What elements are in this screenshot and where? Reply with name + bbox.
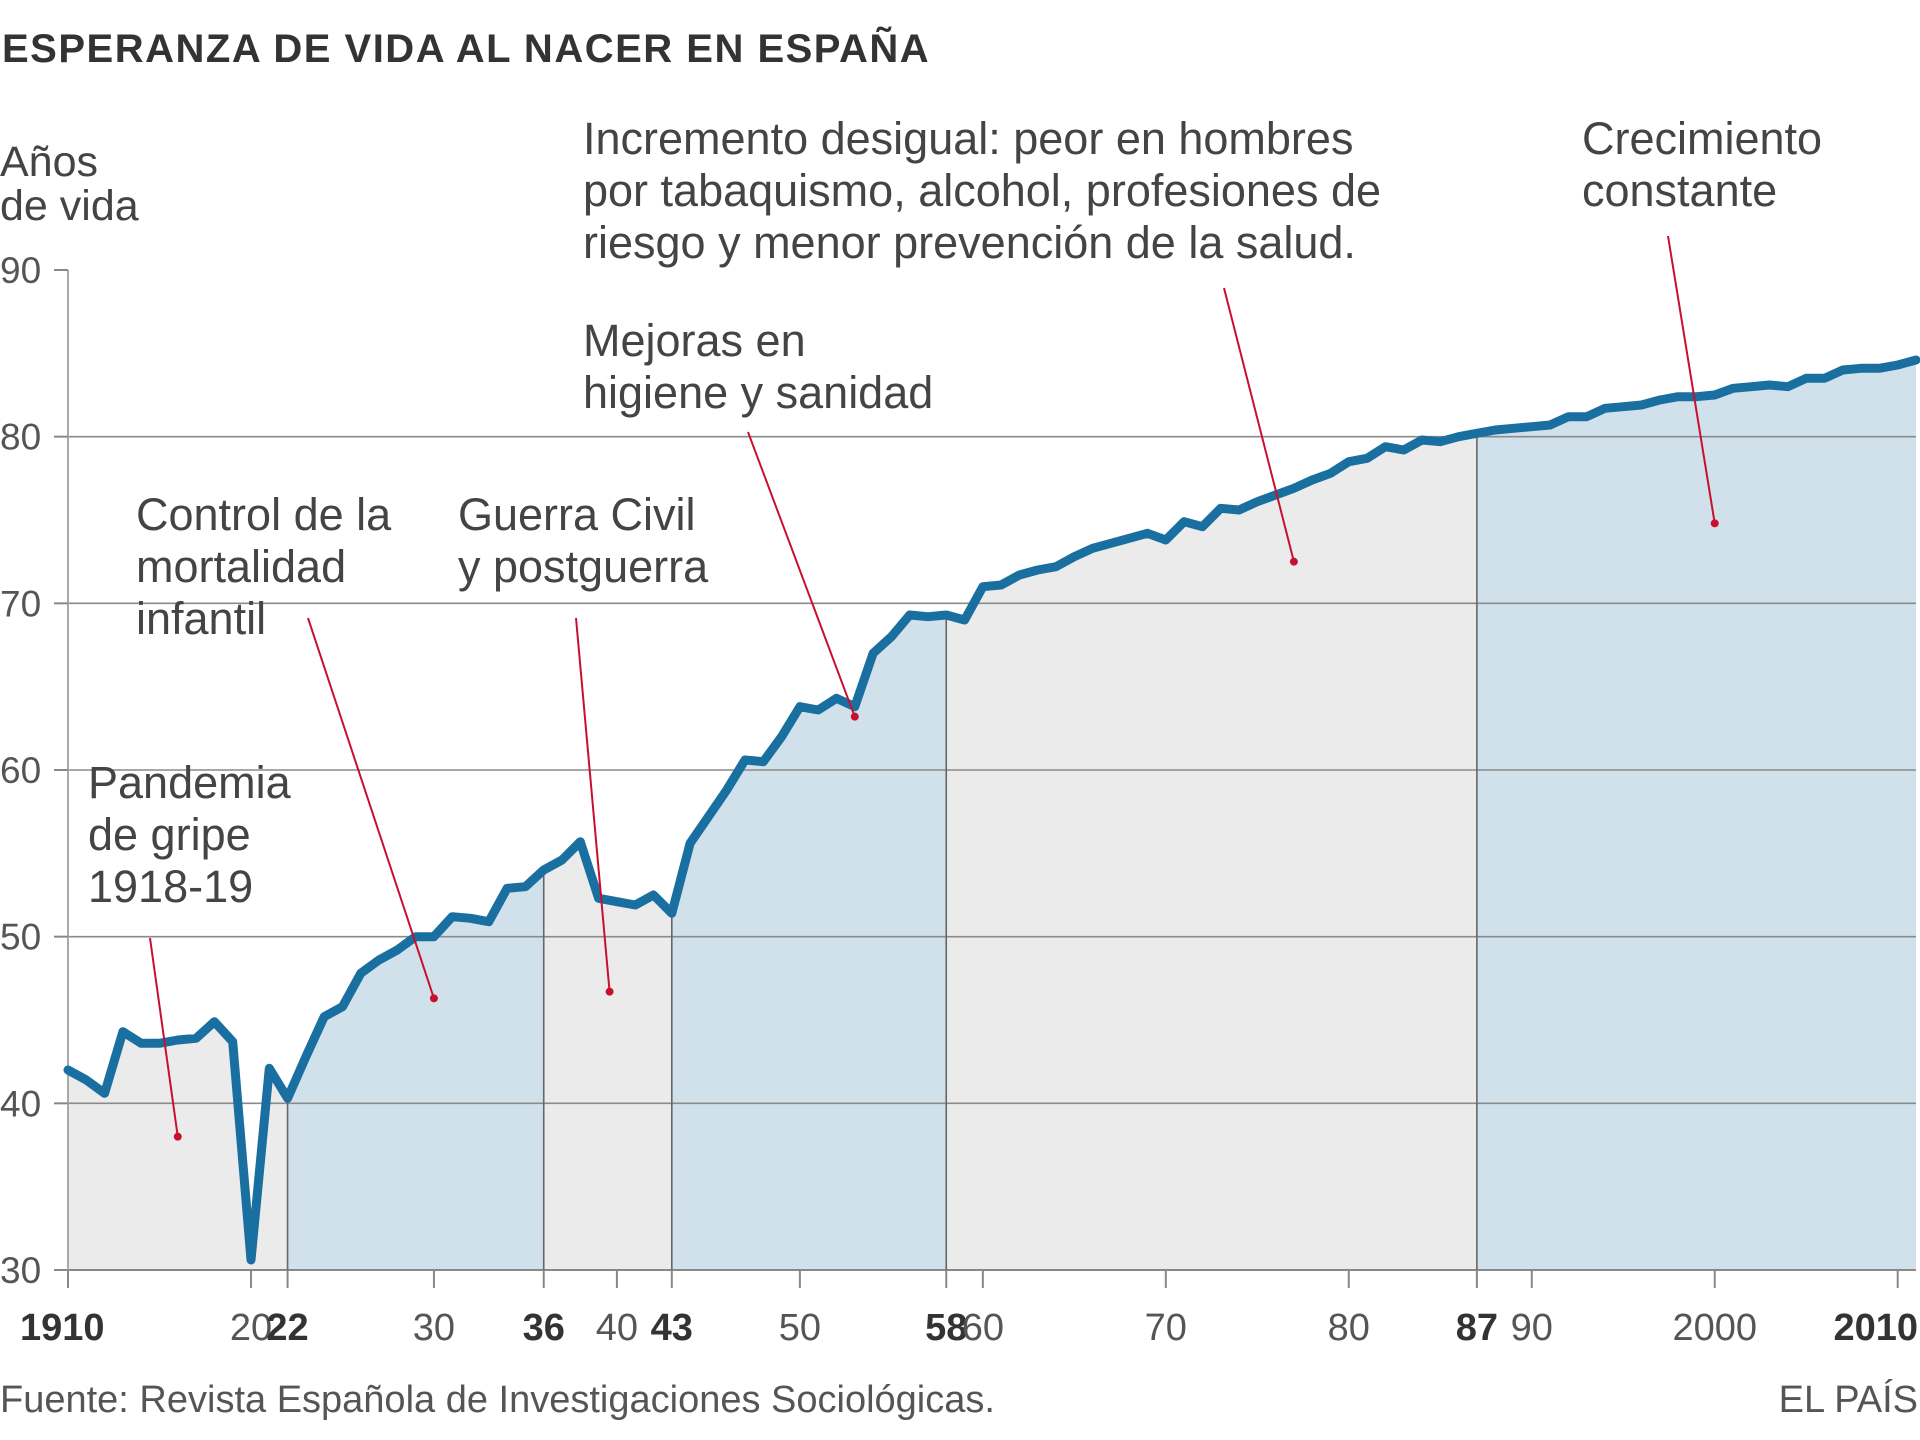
y-axis-label-line-1: Años — [0, 138, 98, 186]
annotation-0-pointer — [149, 937, 179, 1137]
period-bands — [68, 360, 1916, 1270]
y-tick-label-40: 40 — [0, 1083, 41, 1124]
annotation-3-dot — [850, 712, 859, 721]
chart-title: ESPERANZA DE VIDA AL NACER EN ESPAÑA — [2, 25, 930, 71]
annotation-0-line-1: de gripe — [88, 809, 251, 860]
source-note: Fuente: Revista Española de Investigacio… — [0, 1379, 995, 1421]
x-tick-label-1940: 40 — [596, 1307, 638, 1349]
annotation-3-line-1: higiene y sanidad — [583, 367, 933, 418]
x-tick-label-2010: 2010 — [1833, 1307, 1918, 1349]
x-tick-label-1958: 58 — [925, 1307, 967, 1349]
y-tick-label-30: 30 — [0, 1250, 41, 1291]
y-tick-label-70: 70 — [0, 583, 41, 624]
x-tick-label-1930: 30 — [413, 1307, 455, 1349]
period-area-2 — [543, 841, 672, 1270]
x-tick-label-1910: 1910 — [20, 1307, 105, 1349]
x-tick-label-1970: 70 — [1145, 1307, 1187, 1349]
period-area-4 — [946, 433, 1477, 1270]
x-tick-label-2000: 2000 — [1672, 1307, 1757, 1349]
annotation-1-line-2: infantil — [136, 593, 266, 644]
period-area-3 — [671, 615, 947, 1270]
x-tick-label-1922: 22 — [266, 1307, 308, 1349]
x-tick-label-1960: 60 — [962, 1307, 1004, 1349]
life-expectancy-line — [63, 355, 1920, 1265]
annotation-2-line-1: y postguerra — [458, 541, 709, 592]
annotation-1-line-0: Control de la — [136, 489, 392, 540]
annotation-4-line-1: por tabaquismo, alcohol, profesiones de — [583, 165, 1381, 216]
y-tick-label-90: 90 — [0, 250, 41, 291]
annotation-5-dot — [1710, 519, 1719, 528]
annotation-3-line-0: Mejoras en — [583, 315, 806, 366]
annotation-1-pointer — [307, 617, 435, 999]
annotation-5-pointer — [1667, 235, 1716, 524]
annotation-5-line-1: constante — [1582, 165, 1777, 216]
x-tick-label-1987: 87 — [1456, 1307, 1498, 1349]
x-tick-label-1950: 50 — [779, 1307, 821, 1349]
annotation-4-pointer — [1223, 287, 1295, 562]
y-tick-label-60: 60 — [0, 750, 41, 791]
annotation-4-line-2: riesgo y menor prevención de la salud. — [583, 217, 1356, 268]
annotation-5-line-0: Crecimiento — [1582, 113, 1822, 164]
y-axis-label-line-2: de vida — [0, 182, 139, 230]
annotation-1-line-1: mortalidad — [136, 541, 346, 592]
annotation-2-pointer — [575, 617, 611, 992]
x-tick-label-1936: 36 — [523, 1307, 565, 1349]
y-tick-label-80: 80 — [0, 417, 41, 458]
annotation-3-pointer — [747, 431, 856, 718]
period-area-5 — [1476, 360, 1916, 1270]
y-axis-ticks: 30 40 50 60 70 80 90 — [0, 250, 68, 1291]
annotation-0-line-0: Pandemia — [88, 757, 292, 808]
x-tick-label-1920: 20 — [230, 1307, 272, 1349]
annotation-1-dot — [429, 994, 438, 1003]
publisher-logo: EL PAÍS — [1779, 1378, 1918, 1421]
period-dividers — [286, 433, 1478, 1270]
annotation-0-line-2: 1918-19 — [88, 861, 253, 912]
annotation-4-line-0: Incremento desigual: peor en hombres — [583, 113, 1353, 164]
annotation-0-dot — [173, 1132, 182, 1141]
period-area-1 — [287, 870, 544, 1270]
annotation-2-dot — [605, 987, 614, 996]
annotation-4-dot — [1289, 557, 1298, 566]
x-tick-label-1980: 80 — [1328, 1307, 1370, 1349]
x-tick-label-1990: 90 — [1511, 1307, 1553, 1349]
y-tick-label-50: 50 — [0, 917, 41, 958]
x-tick-label-1943: 43 — [651, 1307, 693, 1349]
annotation-2-line-0: Guerra Civil — [458, 489, 696, 540]
